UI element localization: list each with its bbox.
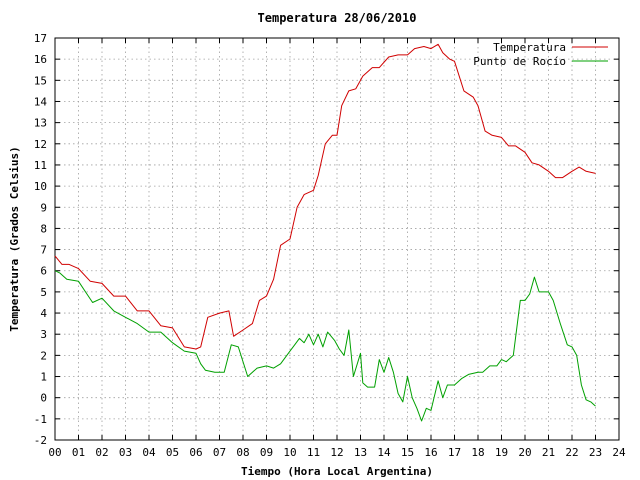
y-tick-label: 2 [40,349,47,362]
x-tick-label: 08 [236,446,249,459]
x-tick-label: 21 [542,446,555,459]
y-tick-label: 6 [40,265,47,278]
x-tick-label: 16 [424,446,437,459]
x-tick-label: 02 [95,446,108,459]
x-tick-label: 04 [142,446,156,459]
y-tick-label: 14 [34,95,48,108]
x-tick-label: 18 [471,446,484,459]
x-tick-label: 20 [518,446,531,459]
x-tick-label: 14 [377,446,391,459]
chart-title: Temperatura 28/06/2010 [258,11,417,25]
x-tick-label: 15 [401,446,414,459]
x-tick-label: 05 [166,446,179,459]
y-tick-label: 11 [34,159,47,172]
y-axis-label: Temperatura (Grados Celsius) [8,146,21,331]
x-tick-label: 03 [119,446,132,459]
series-lines [54,43,596,422]
x-tick-label: 12 [330,446,343,459]
y-tick-label: 16 [34,53,47,66]
y-tick-label: 15 [34,74,47,87]
series-line-punto-de-rocio [54,270,596,422]
x-tick-label: 23 [589,446,602,459]
y-tick-label: 5 [40,286,47,299]
x-tick-label: 11 [307,446,320,459]
y-tick-label: 7 [40,244,47,257]
y-tick-label: 10 [34,180,47,193]
y-tick-label: 17 [34,32,47,45]
x-tick-label: 09 [260,446,273,459]
x-tick-label: 01 [72,446,85,459]
legend-label-temperatura: Temperatura [493,41,566,54]
axis-ticks: 00 01 02 03 04 05 06 07 08 09 10 11 12 13 14 15 16 17 18 19… [34,32,626,459]
y-tick-label: -2 [34,434,47,447]
plot-frame [54,37,620,441]
y-tick-label: -1 [34,413,47,426]
x-tick-label: 06 [189,446,202,459]
y-tick-label: 1 [40,371,47,384]
y-tick-label: 0 [40,392,47,405]
x-axis-label: Tiempo (Hora Local Argentina) [241,465,433,478]
y-tick-label: 3 [40,328,47,341]
x-tick-label: 07 [213,446,226,459]
x-tick-label: 13 [354,446,367,459]
y-tick-label: 9 [40,201,47,214]
x-tick-label: 19 [495,446,508,459]
y-tick-label: 12 [34,138,47,151]
y-tick-label: 4 [40,307,47,320]
grid-lines [55,38,619,440]
x-tick-label: 10 [283,446,296,459]
x-tick-label: 24 [612,446,626,459]
legend-label-punto-de-rocio: Punto de Rocío [473,55,566,68]
x-tick-label: 00 [48,446,61,459]
series-line-temperatura [54,43,596,350]
y-tick-label: 8 [40,222,47,235]
x-tick-label: 22 [565,446,578,459]
x-tick-label: 17 [448,446,461,459]
y-tick-label: 13 [34,117,47,130]
